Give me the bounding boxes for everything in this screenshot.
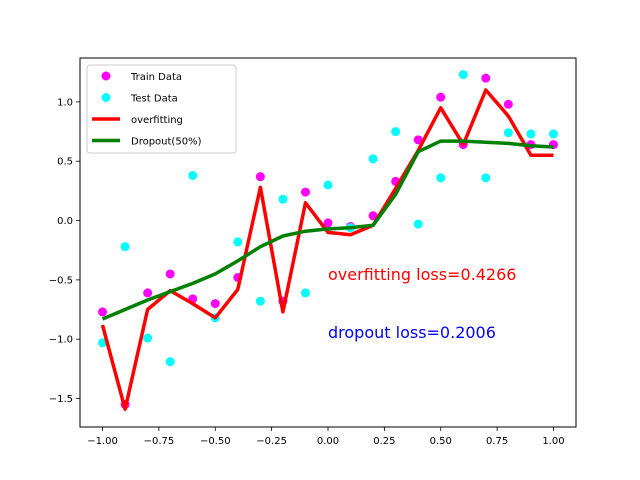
dropout-loss-annotation: dropout loss=0.2006	[328, 323, 496, 342]
legend-box	[86, 64, 237, 154]
x-tick-label: 0.75	[486, 436, 508, 447]
overfitting-loss-annotation: overfitting loss=0.4266	[328, 265, 516, 284]
annotation-layer: overfitting loss=0.4266 dropout loss=0.20…	[328, 265, 516, 342]
legend-label: Test Data	[130, 94, 178, 105]
test-data-point	[120, 242, 130, 252]
legend: Train Data Test Data overfitting Dropout(50…	[86, 64, 237, 154]
x-tick-label: 0.50	[430, 436, 452, 447]
train-data-point	[413, 135, 423, 145]
train-data-point	[323, 218, 333, 228]
test-data-point	[323, 180, 333, 190]
y-tick-label: −1.5	[49, 394, 73, 405]
train-data-point	[165, 269, 175, 279]
x-tick-label: −0.50	[200, 436, 231, 447]
overfitting-line	[100, 88, 554, 411]
test-data-point	[413, 219, 423, 229]
test-data-point	[188, 170, 198, 180]
legend-test-marker	[101, 93, 111, 102]
test-data-point	[368, 154, 378, 164]
plot-layer	[98, 70, 558, 411]
train-data-point	[255, 172, 265, 182]
test-data-point	[391, 127, 401, 137]
legend-label: Dropout(50%)	[131, 137, 202, 148]
tick-layer: −1.00 −0.75 −0.50 −0.25 0.00 0.25 0.50 0.75 1.00…	[49, 97, 565, 447]
x-tick-label: 0.25	[373, 436, 395, 447]
train-data-point	[436, 92, 446, 102]
test-data-point	[255, 296, 265, 306]
test-data-point	[526, 129, 536, 139]
x-tick-label: 0.00	[317, 436, 339, 447]
legend-label: Train Data	[130, 72, 182, 83]
x-tick-label: −0.75	[144, 436, 175, 447]
y-tick-label: −1.0	[49, 335, 73, 346]
train-data-point	[368, 211, 378, 221]
x-tick-label: −1.00	[87, 436, 118, 447]
x-tick-label: −0.25	[256, 436, 287, 447]
test-data-point	[481, 173, 491, 183]
train-data-point	[143, 288, 153, 298]
x-tick-label: 1.00	[542, 436, 564, 447]
test-data-point	[300, 288, 310, 298]
test-data-point	[165, 357, 175, 367]
test-data-point	[503, 128, 513, 138]
test-data-point	[458, 70, 468, 80]
test-data-point	[143, 333, 153, 343]
dropout-line	[101, 139, 554, 321]
test-data-point	[98, 338, 108, 348]
y-tick-label: 1.0	[57, 97, 73, 108]
test-data-point	[233, 237, 243, 247]
legend-train-marker	[101, 71, 111, 81]
train-data-point	[98, 307, 108, 317]
y-tick-label: −0.5	[49, 275, 73, 286]
legend-label: overfitting	[131, 115, 183, 126]
plot-frame	[79, 57, 577, 428]
test-data-point	[436, 173, 446, 183]
test-data-point	[278, 194, 288, 204]
y-tick-label: 0.5	[57, 157, 73, 168]
train-data-point	[210, 299, 220, 309]
train-data-point	[503, 99, 513, 109]
train-data-point	[300, 187, 310, 197]
train-data-point	[481, 73, 491, 83]
y-tick-label: 0.0	[57, 216, 73, 227]
test-data-point	[548, 129, 558, 139]
